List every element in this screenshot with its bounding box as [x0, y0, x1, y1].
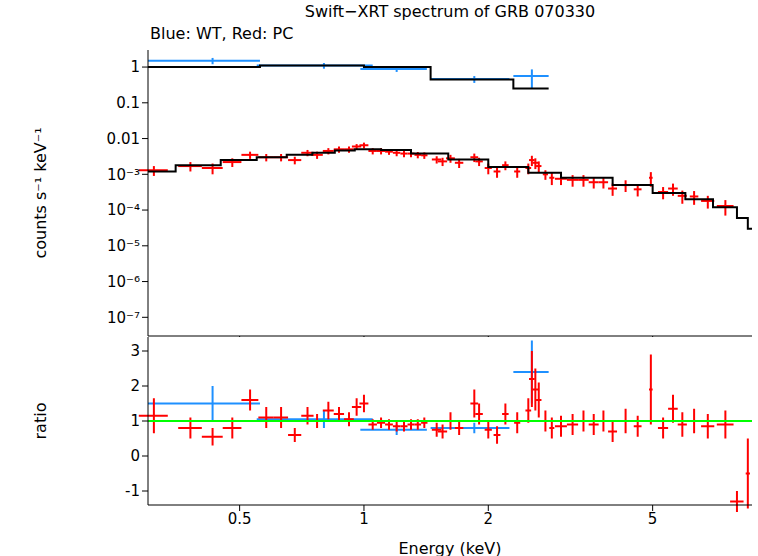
- svg-text:10⁻⁷: 10⁻⁷: [107, 309, 140, 327]
- svg-text:1: 1: [130, 58, 140, 76]
- html-text:Blue: WT, Red: PC: Blue: WT, Red: PC: [150, 24, 294, 43]
- svg-text:10⁻³: 10⁻³: [107, 166, 140, 184]
- svg-text:2: 2: [130, 377, 140, 395]
- svg-text:0.1: 0.1: [116, 94, 140, 112]
- svg-text:2: 2: [484, 510, 494, 528]
- svg-text:1: 1: [359, 510, 369, 528]
- svg-text:10⁻⁵: 10⁻⁵: [107, 237, 140, 255]
- svg-text:-1: -1: [125, 482, 140, 500]
- svg-text:1: 1: [130, 412, 140, 430]
- svg-text:counts s⁻¹ keV⁻¹: counts s⁻¹ keV⁻¹: [31, 127, 50, 258]
- svg-text:0: 0: [130, 447, 140, 465]
- svg-text:3: 3: [130, 342, 140, 360]
- svg-text:10⁻⁶: 10⁻⁶: [107, 273, 140, 291]
- svg-text:10⁻⁴: 10⁻⁴: [107, 201, 140, 219]
- html-text:Swift−XRT spectrum of GRB 0703: Swift−XRT spectrum of GRB 070330: [304, 2, 596, 21]
- svg-text:Energy (keV): Energy (keV): [398, 539, 501, 556]
- svg-text:ratio: ratio: [31, 403, 50, 440]
- svg-text:0.01: 0.01: [107, 130, 140, 148]
- svg-text:0.5: 0.5: [228, 510, 252, 528]
- svg-text:5: 5: [648, 510, 658, 528]
